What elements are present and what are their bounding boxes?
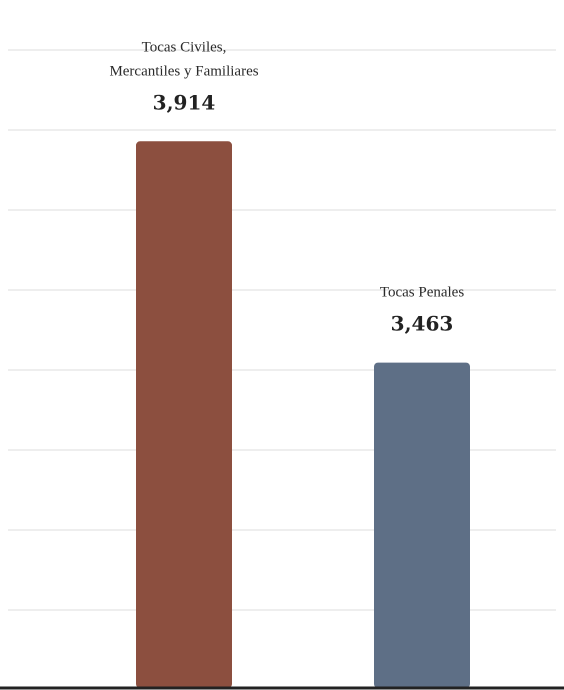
bar-value-label: 3,914: [153, 90, 216, 114]
bar-category-label: Mercantiles y Familiares: [109, 63, 258, 79]
bar-labels: 3,914 Tocas Civiles, Mercantiles y Familia…: [109, 39, 464, 335]
bars: [136, 141, 470, 688]
bar-1: [136, 141, 232, 688]
bar-value-label: 3,463: [391, 312, 454, 336]
bar-2: [374, 362, 470, 688]
bar-category-label: Tocas Penales: [380, 285, 465, 301]
bar-category-label: Tocas Civiles,: [142, 39, 227, 55]
grid-lines: [8, 49, 556, 611]
